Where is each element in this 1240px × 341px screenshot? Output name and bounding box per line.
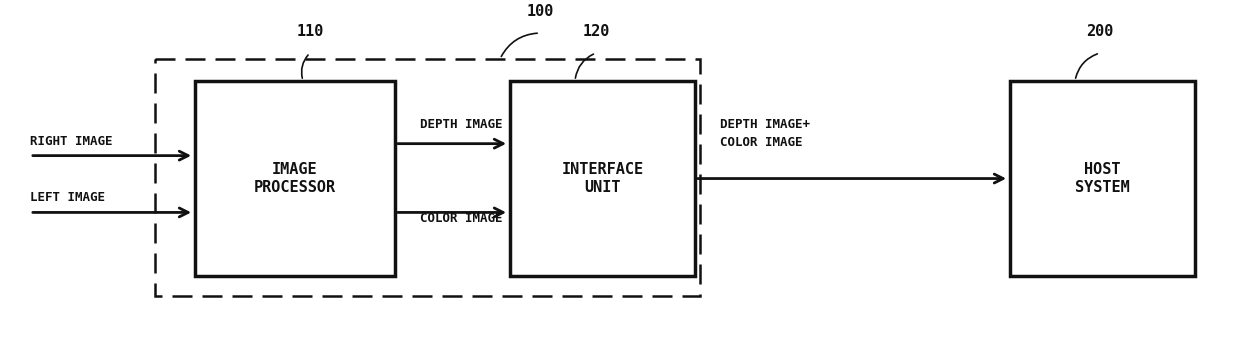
Text: LEFT IMAGE: LEFT IMAGE (30, 191, 105, 205)
Text: INTERFACE
UNIT: INTERFACE UNIT (562, 162, 644, 195)
Text: DEPTH IMAGE: DEPTH IMAGE (420, 118, 502, 131)
Text: 120: 120 (583, 24, 610, 39)
Text: 110: 110 (296, 24, 324, 39)
Text: COLOR IMAGE: COLOR IMAGE (420, 212, 502, 225)
Text: HOST
SYSTEM: HOST SYSTEM (1075, 162, 1130, 195)
Text: RIGHT IMAGE: RIGHT IMAGE (30, 135, 113, 148)
Text: DEPTH IMAGE+
COLOR IMAGE: DEPTH IMAGE+ COLOR IMAGE (720, 118, 810, 149)
Bar (1011, 81, 1195, 276)
Bar (195, 81, 396, 276)
Bar (155, 59, 701, 296)
Bar (510, 81, 694, 276)
Text: 200: 200 (1086, 24, 1114, 39)
Text: IMAGE
PROCESSOR: IMAGE PROCESSOR (254, 162, 336, 195)
Text: 100: 100 (526, 4, 554, 19)
